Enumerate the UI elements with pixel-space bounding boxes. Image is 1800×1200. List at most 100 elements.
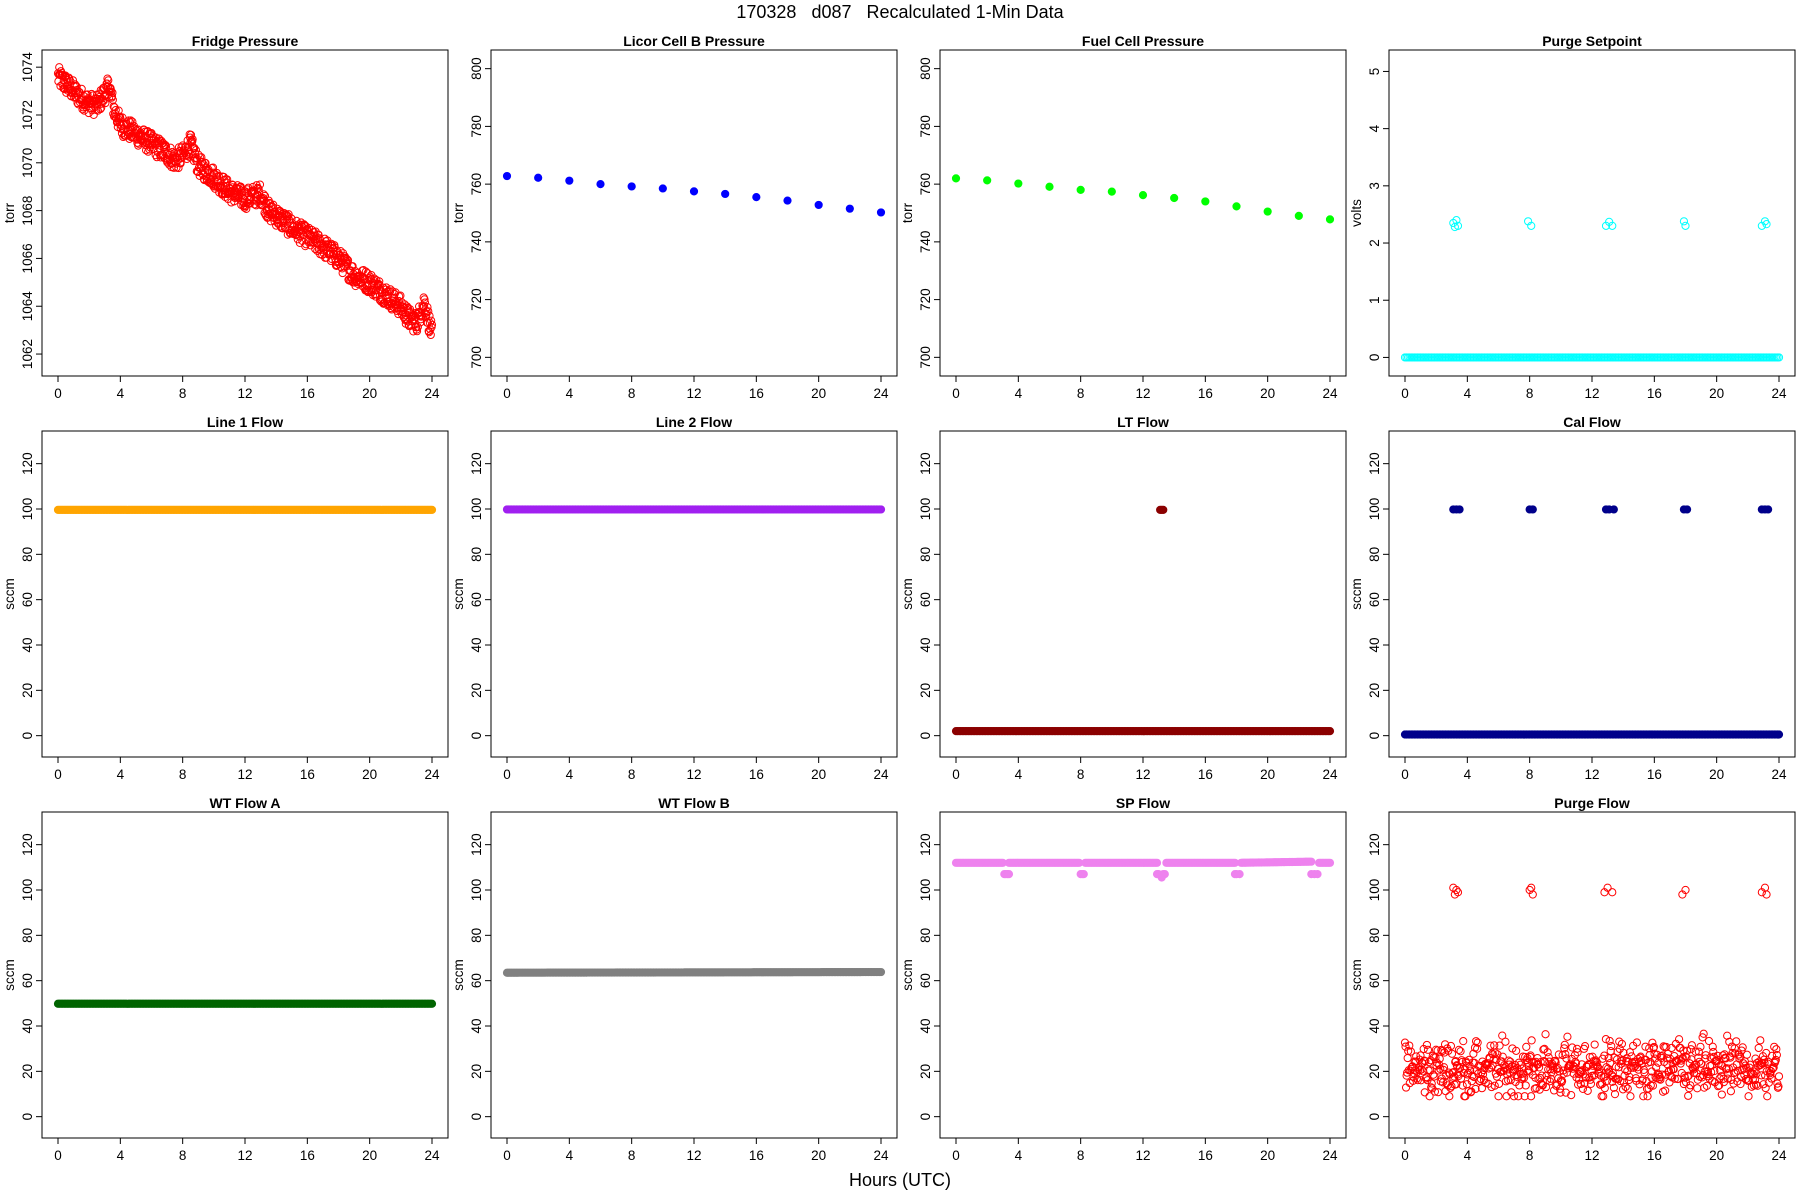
x-tick-label: 20 [1260,1148,1275,1163]
y-tick-label: 0 [918,732,933,740]
data-point [1626,1092,1635,1101]
plot-frame [490,49,898,377]
data-point [65,74,74,84]
data-point [1541,1030,1550,1039]
panel-8: WT Flow A sccm 0 4 8 12 16 20 24 0 20 40 60 80 100 120 [2,795,449,1163]
y-tick-label: 40 [1367,637,1382,652]
data-point [1235,870,1244,879]
data-point [1527,221,1536,230]
data-point [170,149,179,158]
x-tick-label: 24 [873,767,889,782]
data-point [413,322,422,332]
x-tick-label: 24 [1322,386,1338,401]
x-tick-label: 0 [952,386,960,401]
data-point [169,163,179,172]
x-tick-label: 16 [1198,767,1213,782]
data-point [174,163,183,173]
data-point [534,173,543,182]
y-tick-label: 0 [1367,732,1382,740]
panel-title: SP Flow [1116,795,1170,811]
data-point [107,92,117,101]
plot-frame [41,430,449,758]
y-tick-label: 20 [20,1064,35,1079]
y-tick-label: 0 [20,1113,35,1121]
panel-6: LT Flow sccm 0 4 8 12 16 20 24 0 20 40 60 80 100 120 [900,414,1347,782]
y-tick-label: 120 [1367,452,1382,475]
data-point [1682,505,1692,514]
data-point [1563,1032,1572,1041]
y-tick-label: 100 [20,879,35,902]
data-point [1152,858,1162,867]
y-axis-label: torr [451,202,466,223]
x-tick-label: 12 [686,767,701,782]
data-point [1590,1040,1599,1049]
y-tick-label: 60 [918,973,933,988]
data-point [124,116,133,125]
x-tick-label: 16 [1198,386,1213,401]
data-point [254,185,263,194]
x-tick-label: 16 [749,386,764,401]
y-tick-label: 100 [469,498,484,521]
y-axis-label: sccm [900,578,915,610]
data-point [1763,505,1773,514]
y-tick-label: 40 [918,637,933,652]
y-axis-label: torr [900,202,915,223]
data-point [1726,1087,1736,1096]
x-tick-label: 8 [1077,1148,1085,1163]
panel-title: Line 1 Flow [207,414,283,430]
panel-5: Line 2 Flow sccm 0 4 8 12 16 20 24 0 20 40 60 80 100 12… [451,414,898,782]
data-point [1774,1072,1784,1081]
data-point [214,171,223,180]
y-tick-label: 760 [469,173,484,196]
data-point [426,330,435,340]
data-point [876,967,886,977]
y-tick-label: 80 [469,928,484,943]
data-point [1471,1037,1481,1046]
x-tick-label: 4 [1015,386,1023,401]
data-point [114,113,124,122]
x-tick-label: 16 [1198,1148,1213,1163]
y-tick-label: 80 [469,547,484,562]
y-tick-label: 3 [1367,182,1382,190]
data-point [1732,1037,1741,1046]
data-point [1623,1084,1632,1093]
data-point [183,151,192,160]
data-point [74,87,83,96]
data-point [502,171,512,181]
x-tick-label: 4 [1015,767,1023,782]
data-point [1159,505,1168,515]
data-point [1599,1092,1608,1101]
x-tick-label: 12 [1135,386,1150,401]
data-point [814,200,823,210]
data-point [596,180,605,189]
data-point [128,117,137,126]
x-tick-label: 4 [566,767,574,782]
data-point [1401,1083,1411,1092]
x-tick-label: 24 [1771,386,1787,401]
y-tick-label: 2 [1367,239,1382,247]
data-point [259,190,268,199]
data-point [689,187,699,196]
y-axis-label: torr [2,202,17,223]
data-point [63,76,72,85]
data-point [427,316,436,325]
y-tick-label: 20 [20,683,35,698]
data-point [338,264,347,273]
x-tick-label: 4 [1464,767,1472,782]
y-tick-label: 1070 [20,148,35,178]
x-tick-label: 16 [749,767,764,782]
y-tick-label: 1062 [20,339,35,369]
x-tick-label: 0 [1401,1148,1409,1163]
data-point [342,254,351,264]
panel-7: Cal Flow sccm 0 4 8 12 16 20 24 0 20 40 60 80 100 120 [1349,414,1796,782]
data-point [1453,221,1463,230]
data-point [103,74,112,83]
plot-frame [490,430,898,758]
y-axis-label: sccm [451,959,466,991]
data-point [1325,858,1335,867]
x-tick-label: 12 [1584,1148,1599,1163]
data-point [1313,870,1322,879]
y-tick-label: 20 [1367,683,1382,698]
y-tick-label: 1072 [20,100,35,130]
data-point [319,249,329,258]
